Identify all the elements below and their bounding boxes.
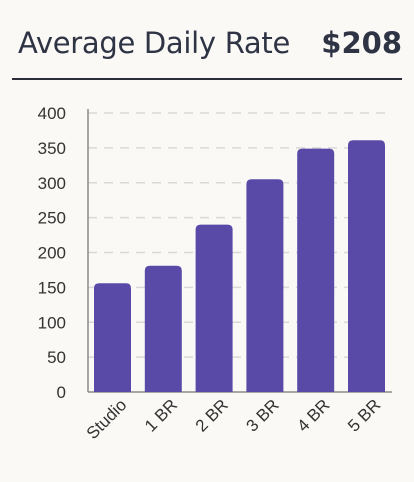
bar-3-br bbox=[246, 179, 284, 392]
bar-2-br bbox=[195, 224, 233, 392]
average-daily-rate-value: $208 bbox=[321, 26, 402, 60]
y-tick-label: 50 bbox=[47, 348, 66, 367]
x-category-label: 4 BR bbox=[293, 395, 333, 435]
x-category-label: Studio bbox=[83, 395, 131, 443]
y-tick-label: 350 bbox=[38, 139, 66, 158]
bar-studio bbox=[94, 283, 131, 392]
y-tick-label: 0 bbox=[57, 383, 66, 402]
x-category-label: 2 BR bbox=[192, 395, 232, 435]
x-category-label: 5 BR bbox=[344, 395, 384, 435]
chart-header: Average Daily Rate $208 bbox=[12, 22, 402, 80]
y-tick-label: 200 bbox=[38, 244, 66, 263]
y-tick-label: 150 bbox=[38, 278, 66, 297]
chart-title: Average Daily Rate bbox=[18, 26, 290, 60]
bar-5-br bbox=[348, 140, 385, 392]
bar-1-br bbox=[144, 265, 182, 392]
y-tick-label: 250 bbox=[38, 209, 66, 228]
y-tick-label: 300 bbox=[38, 174, 66, 193]
y-tick-label: 100 bbox=[38, 313, 66, 332]
x-category-label: 3 BR bbox=[243, 395, 283, 435]
x-category-label: 1 BR bbox=[141, 395, 181, 435]
y-tick-label: 400 bbox=[38, 104, 66, 123]
bar-4-br bbox=[297, 148, 335, 392]
